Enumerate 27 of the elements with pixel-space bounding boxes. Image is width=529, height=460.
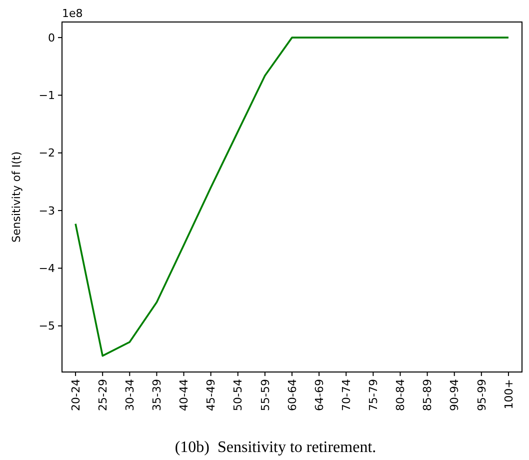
x-tick-label: 45-49 bbox=[204, 379, 218, 411]
x-tick-label: 55-59 bbox=[258, 379, 272, 411]
y-tick-label: −4 bbox=[38, 262, 55, 276]
x-tick-label: 60-64 bbox=[286, 379, 299, 411]
y-tick-label: 0 bbox=[48, 31, 55, 44]
line-series bbox=[74, 36, 510, 357]
text: 1e8 bbox=[62, 7, 83, 20]
x-tick-label: 64-69 bbox=[312, 379, 326, 411]
y-tick-label: −3 bbox=[38, 204, 55, 218]
x-tick-label: 90-94 bbox=[448, 379, 462, 411]
x-tick-label: 25-29 bbox=[96, 379, 110, 411]
x-tick-label: 40-44 bbox=[178, 379, 191, 411]
x-tick-label: 50-54 bbox=[232, 379, 245, 411]
y-tick-label: −2 bbox=[38, 146, 55, 160]
y-tick-label: −1 bbox=[38, 89, 55, 102]
x-tick-label: 75-79 bbox=[367, 379, 380, 411]
x-tick-label: 85-89 bbox=[421, 379, 434, 411]
x-tick-label: 35-39 bbox=[150, 379, 164, 411]
x-tick-label: 20-24 bbox=[69, 379, 82, 411]
y-axis-title: Sensitivity of I(t) bbox=[10, 151, 23, 243]
x-tick-label: 100+ bbox=[502, 379, 516, 410]
text: (10b) Sensitivity to retirement. bbox=[174, 439, 376, 456]
y-tick-label: −5 bbox=[38, 320, 55, 333]
x-tick-label: 95-99 bbox=[475, 379, 488, 411]
x-tick-label: 30-34 bbox=[123, 379, 136, 411]
x-tick-label: 80-84 bbox=[394, 379, 408, 411]
x-tick-label: 70-74 bbox=[340, 379, 353, 411]
